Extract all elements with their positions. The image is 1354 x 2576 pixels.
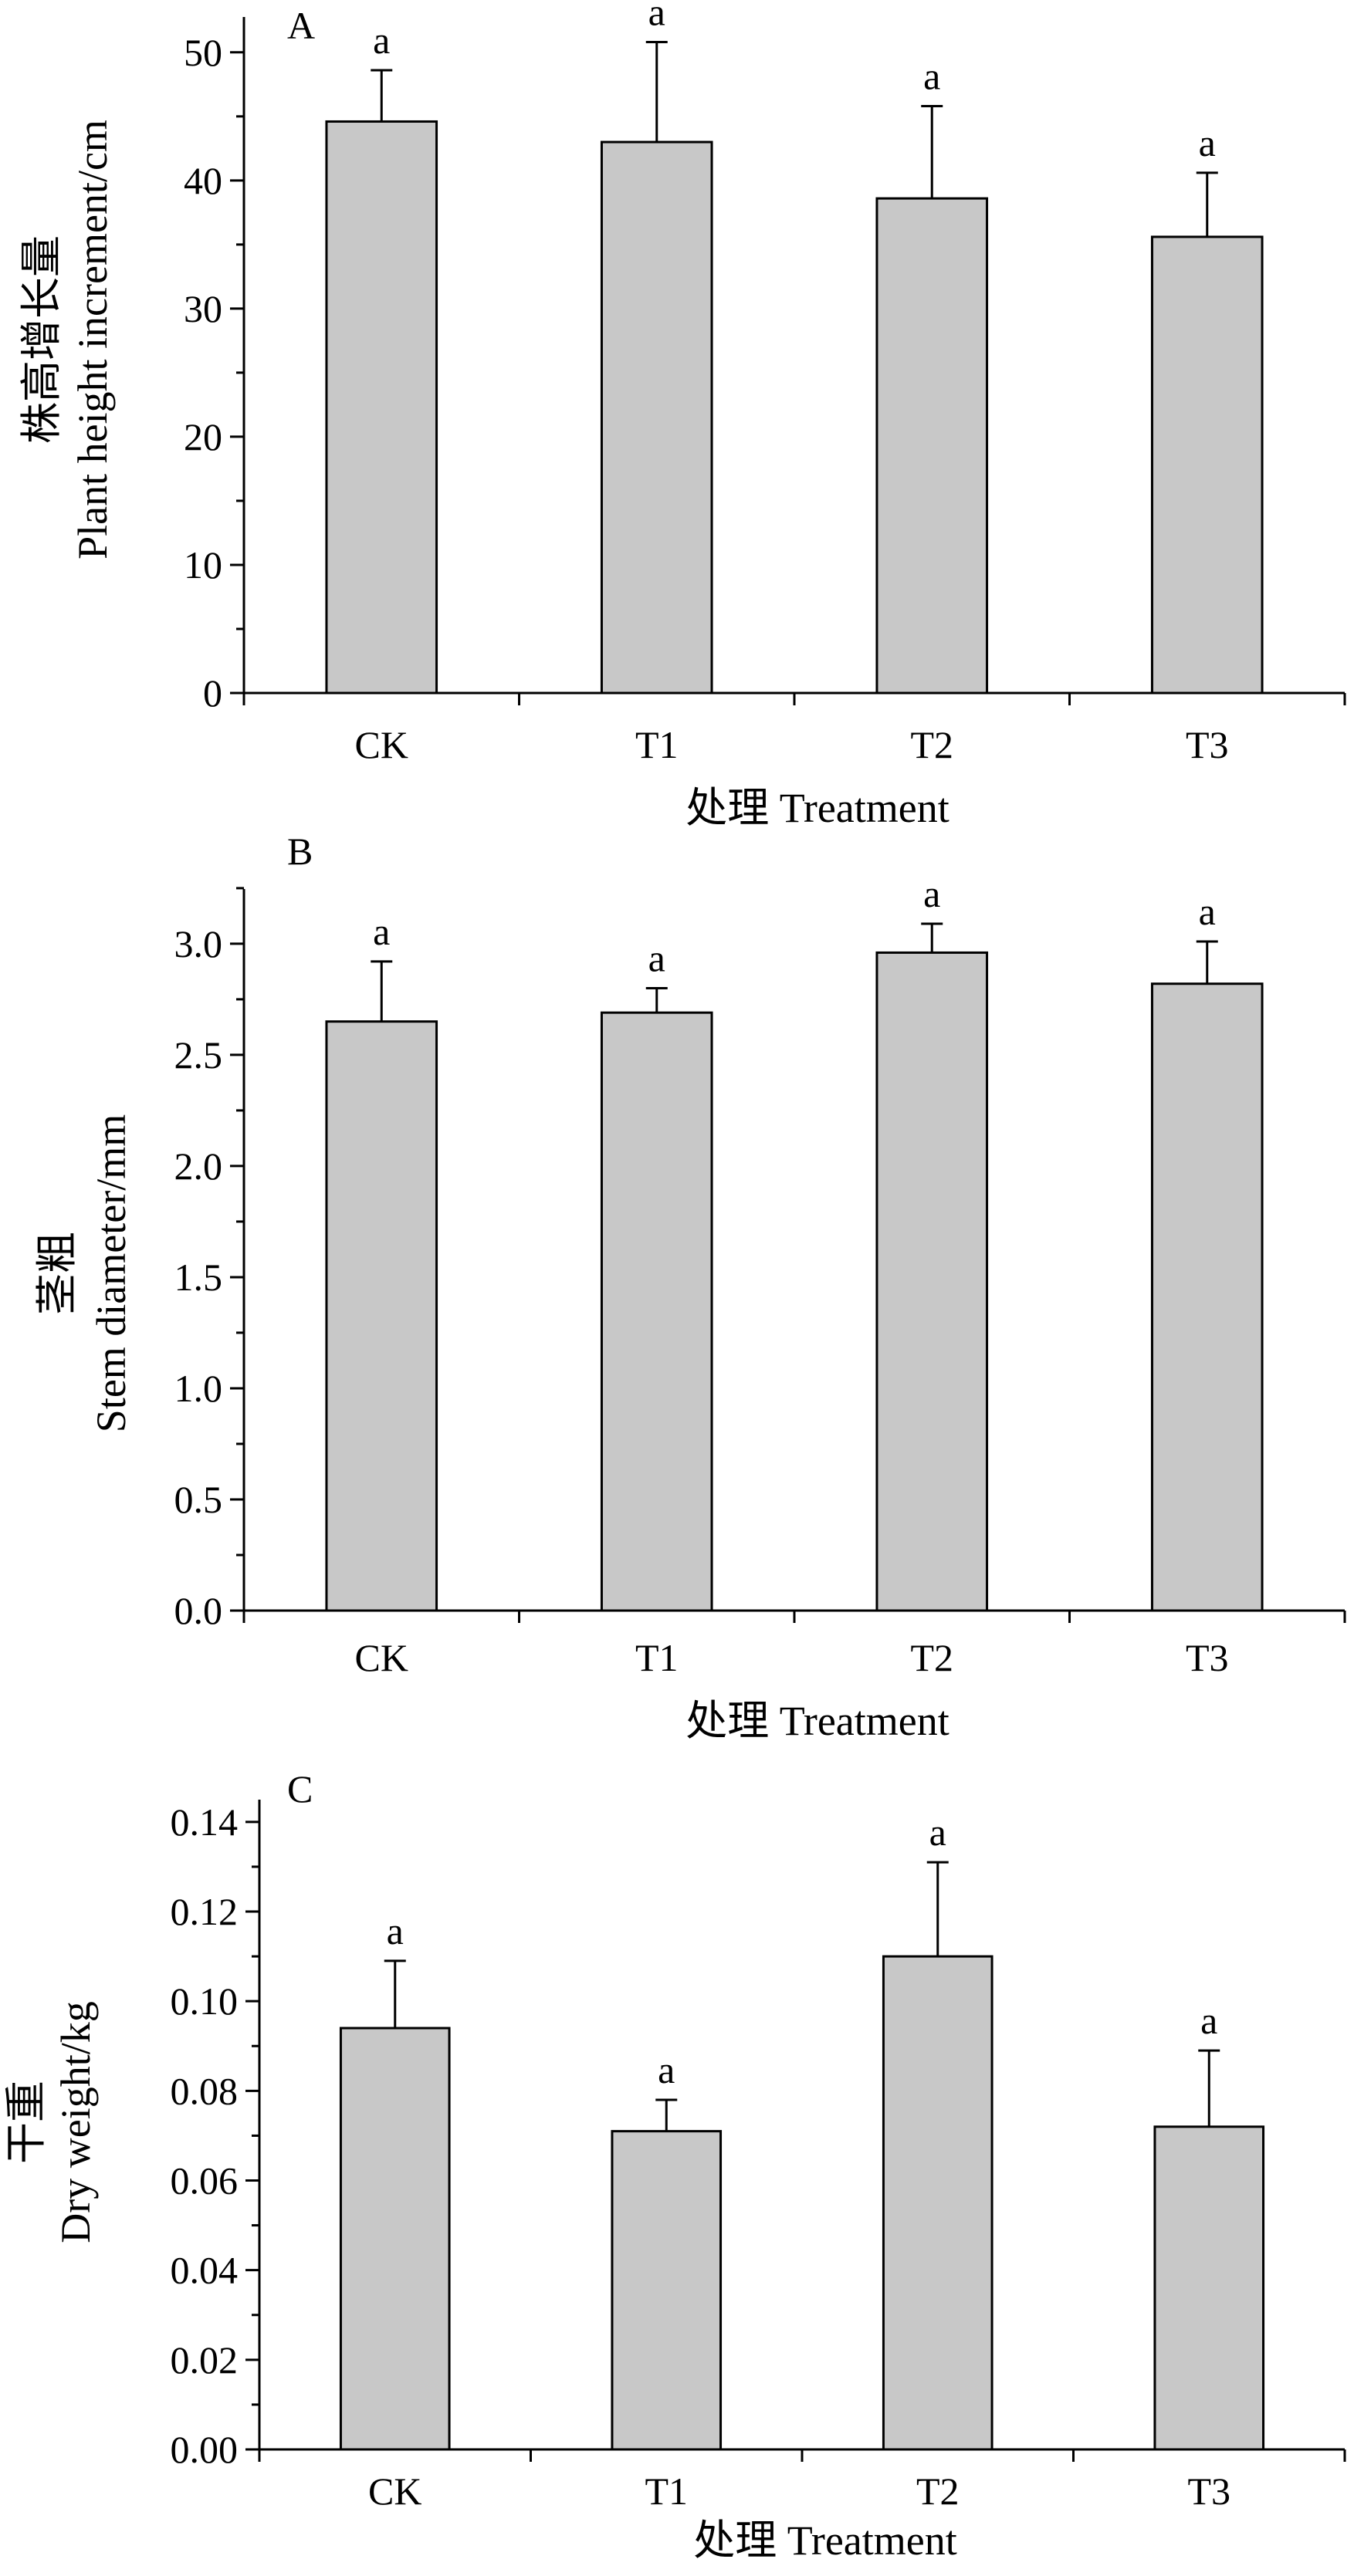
panel-a-letter: A (287, 4, 315, 47)
panel-a-bar-ck (325, 120, 438, 695)
panel-c-significance-label: a (387, 1909, 404, 1952)
panel-b-category-label: T1 (635, 1636, 679, 1679)
panel-b-bar-ck (325, 1020, 438, 1612)
panel-c-y-tick-label: 0.06 (171, 2159, 239, 2202)
panel-b-y-tick-label: 1.5 (174, 1256, 223, 1299)
panel-c-y-tick-label: 0.12 (171, 1890, 239, 1933)
panel-c-bar-t3 (1153, 2125, 1265, 2451)
panel-a-bar-t2 (875, 197, 989, 695)
panel-b-y-tick-label: 3.0 (174, 922, 223, 965)
panel-b-letter: B (287, 830, 313, 873)
panel-b-significance-label: a (923, 872, 940, 915)
panel-c-significance-label: a (658, 2048, 675, 2091)
panel-c-x-axis-title: 处理 Treatment (693, 2517, 956, 2564)
panel-a-category-label: T2 (910, 723, 953, 766)
panel-b-category-label: T3 (1186, 1636, 1229, 1679)
panel-b-y-tick-label: 0.0 (174, 1589, 223, 1632)
panel-a-y-axis-title-cn: 株高增长量 (19, 235, 65, 444)
panel-a-y-tick-label: 30 (184, 287, 222, 330)
panel-a-y-tick-label: 20 (184, 415, 222, 458)
panel-a-y-tick-label: 40 (184, 159, 222, 202)
panel-a-significance-label: a (1199, 121, 1216, 164)
panel-c-category-label: T3 (1187, 2470, 1230, 2513)
panel-a-y-tick-label: 10 (184, 543, 222, 587)
panel-c-y-tick-label: 0.02 (171, 2338, 239, 2382)
panel-a-x-axis-title: 处理 Treatment (685, 785, 949, 831)
panel-b-y-axis-title-en: Stem diameter/mm (88, 1114, 134, 1432)
panel-c-category-label: CK (368, 2470, 421, 2513)
panel-c-y-tick-label: 0.14 (171, 1800, 239, 1844)
panel-b-bar-t3 (1150, 982, 1264, 1612)
panel-c-y-tick-label: 0.08 (171, 2069, 239, 2112)
panel-b-bar-t1 (600, 1011, 713, 1612)
panel-a-category-label: CK (355, 723, 408, 766)
panel-b-y-axis-title-cn: 茎粗 (34, 1232, 80, 1315)
panel-a-category-label: T3 (1186, 723, 1229, 766)
panel-a-y-tick-label: 0 (203, 671, 222, 715)
panel-c-y-tick-label: 0.10 (171, 1979, 239, 2023)
panel-c-bar-t2 (882, 1955, 993, 2451)
panel-b-y-tick-label: 2.0 (174, 1144, 223, 1188)
panel-a-bar-t1 (600, 140, 713, 695)
panel-c-bar-t1 (611, 2130, 723, 2451)
panel-b-significance-label: a (1199, 890, 1216, 933)
panel-c-letter: C (287, 1767, 313, 1810)
panel-b-category-label: T2 (910, 1636, 953, 1679)
panel-a-significance-label: a (373, 19, 390, 62)
panel-c-y-axis-title-cn: 干重 (3, 2081, 49, 2164)
panel-c-category-label: T2 (916, 2470, 960, 2513)
panel-b-bar-t2 (875, 951, 989, 1612)
panel-c-y-tick-label: 0.04 (171, 2249, 239, 2292)
panel-b-significance-label: a (648, 936, 665, 979)
panel-c-significance-label: a (929, 1810, 946, 1854)
panel-b-y-tick-label: 0.5 (174, 1478, 223, 1521)
panel-c-category-label: T1 (645, 2470, 688, 2513)
panel-c-y-tick-label: 0.00 (171, 2428, 239, 2471)
panel-a-category-label: T1 (635, 723, 679, 766)
panel-c-significance-label: a (1200, 1999, 1217, 2042)
panel-b-y-tick-label: 1.0 (174, 1367, 223, 1410)
panel-b-x-axis-title: 处理 Treatment (685, 1698, 949, 1744)
panel-b-category-label: CK (355, 1636, 408, 1679)
panel-a-y-axis-title-en: Plant height increment/cm (69, 120, 116, 559)
panel-a-bar-t3 (1150, 235, 1264, 695)
panel-a-y-tick-label: 50 (184, 31, 222, 74)
panel-c-bar-ck (339, 2027, 451, 2451)
panel-a-significance-label: a (648, 0, 665, 34)
panel-a-significance-label: a (923, 55, 940, 98)
panel-b-significance-label: a (373, 910, 390, 953)
panel-c-y-axis-title-en: Dry weight/kg (52, 2001, 99, 2243)
panel-b-y-tick-label: 2.5 (174, 1033, 223, 1077)
